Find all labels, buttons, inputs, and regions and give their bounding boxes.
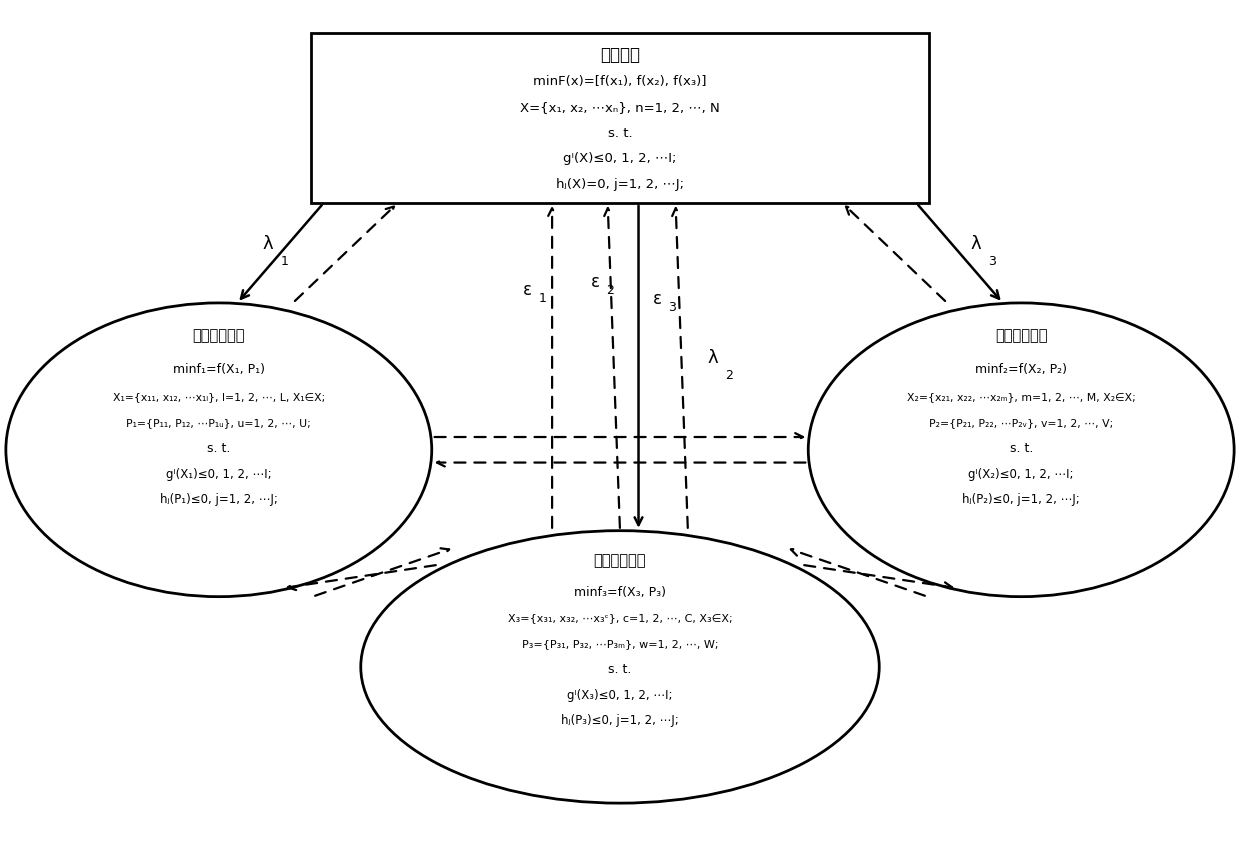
Text: 2: 2 [606, 284, 614, 297]
Text: hⱼ(P₂)≤0, j=1, 2, ⋯J;: hⱼ(P₂)≤0, j=1, 2, ⋯J; [962, 493, 1080, 506]
Text: gᴵ(X₁)≤0, 1, 2, ⋯I;: gᴵ(X₁)≤0, 1, 2, ⋯I; [166, 468, 272, 481]
Text: minf₁=f(X₁, P₁): minf₁=f(X₁, P₁) [172, 363, 265, 376]
Text: X₃={x₃₁, x₃₂, ⋯x₃ᶜ}, c=1, 2, ⋯, C, X₃∈X;: X₃={x₃₁, x₃₂, ⋯x₃ᶜ}, c=1, 2, ⋯, C, X₃∈X; [507, 614, 733, 623]
Text: λ: λ [707, 350, 718, 368]
Text: ε: ε [590, 273, 600, 291]
Text: 协同控制: 协同控制 [600, 45, 640, 63]
Text: P₃={P₃₁, P₃₂, ⋯P₃ₘ}, w=1, 2, ⋯, W;: P₃={P₃₁, P₃₂, ⋯P₃ₘ}, w=1, 2, ⋯, W; [522, 639, 718, 649]
Text: 1: 1 [538, 292, 546, 305]
Text: ε: ε [652, 290, 661, 308]
Text: X={x₁, x₂, ⋯xₙ}, n=1, 2, ⋯, N: X={x₁, x₂, ⋯xₙ}, n=1, 2, ⋯, N [520, 101, 720, 114]
FancyBboxPatch shape [311, 33, 929, 203]
Text: 物质流子系统: 物质流子系统 [192, 327, 246, 343]
Text: X₁={x₁₁, x₁₂, ⋯x₁ₗ}, l=1, 2, ⋯, L, X₁∈X;: X₁={x₁₁, x₁₂, ⋯x₁ₗ}, l=1, 2, ⋯, L, X₁∈X; [113, 393, 325, 403]
Text: λ: λ [970, 236, 981, 254]
Text: s. t.: s. t. [609, 663, 631, 676]
Text: λ: λ [263, 236, 274, 254]
Text: minf₃=f(X₃, P₃): minf₃=f(X₃, P₃) [574, 586, 666, 599]
Text: hⱼ(P₃)≤0, j=1, 2, ⋯J;: hⱼ(P₃)≤0, j=1, 2, ⋯J; [562, 714, 678, 727]
Text: P₁={P₁₁, P₁₂, ⋯P₁ᵤ}, u=1, 2, ⋯, U;: P₁={P₁₁, P₁₂, ⋯P₁ᵤ}, u=1, 2, ⋯, U; [126, 418, 311, 428]
Text: 1: 1 [280, 255, 288, 268]
Ellipse shape [808, 303, 1234, 596]
Text: gᴵ(X)≤0, 1, 2, ⋯I;: gᴵ(X)≤0, 1, 2, ⋯I; [563, 152, 677, 165]
Text: 2: 2 [724, 369, 733, 381]
Text: minF(x)=[f(x₁), f(x₂), f(x₃)]: minF(x)=[f(x₁), f(x₂), f(x₃)] [533, 75, 707, 88]
Text: s. t.: s. t. [1009, 442, 1033, 455]
Text: 信息流子系统: 信息流子系统 [594, 553, 646, 568]
Text: s. t.: s. t. [608, 127, 632, 140]
Text: minf₂=f(X₂, P₂): minf₂=f(X₂, P₂) [975, 363, 1068, 376]
Text: s. t.: s. t. [207, 442, 231, 455]
Text: hⱼ(X)=0, j=1, 2, ⋯J;: hⱼ(X)=0, j=1, 2, ⋯J; [556, 177, 684, 190]
Text: P₂={P₂₁, P₂₂, ⋯P₂ᵥ}, v=1, 2, ⋯, V;: P₂={P₂₁, P₂₂, ⋯P₂ᵥ}, v=1, 2, ⋯, V; [929, 418, 1114, 428]
Text: gᴵ(X₃)≤0, 1, 2, ⋯I;: gᴵ(X₃)≤0, 1, 2, ⋯I; [567, 688, 673, 702]
Text: hⱼ(P₁)≤0, j=1, 2, ⋯J;: hⱼ(P₁)≤0, j=1, 2, ⋯J; [160, 493, 278, 506]
Ellipse shape [361, 530, 879, 803]
Ellipse shape [6, 303, 432, 596]
Text: ε: ε [523, 281, 532, 299]
Text: 3: 3 [668, 301, 676, 314]
Text: X₂={x₂₁, x₂₂, ⋯x₂ₘ}, m=1, 2, ⋯, M, X₂∈X;: X₂={x₂₁, x₂₂, ⋯x₂ₘ}, m=1, 2, ⋯, M, X₂∈X; [906, 393, 1136, 403]
Text: gᴵ(X₂)≤0, 1, 2, ⋯I;: gᴵ(X₂)≤0, 1, 2, ⋯I; [968, 468, 1074, 481]
Text: 能量流子系统: 能量流子系统 [994, 327, 1048, 343]
Text: 3: 3 [987, 255, 996, 268]
